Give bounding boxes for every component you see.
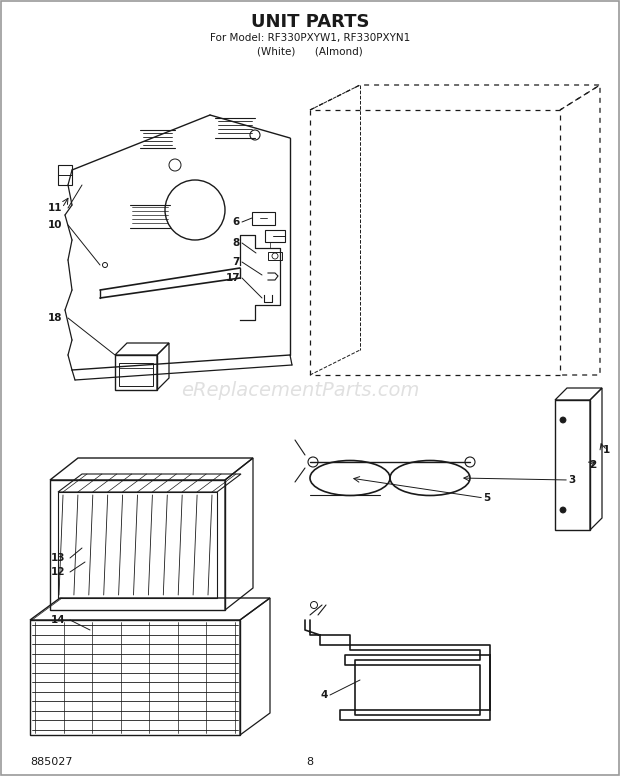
Text: UNIT PARTS: UNIT PARTS	[250, 13, 370, 31]
Text: 8: 8	[232, 238, 240, 248]
Circle shape	[560, 507, 566, 513]
Text: eReplacementParts.com: eReplacementParts.com	[181, 380, 419, 400]
Text: 1: 1	[603, 445, 610, 455]
Text: 6: 6	[232, 217, 240, 227]
Text: 12: 12	[50, 567, 65, 577]
Text: 4: 4	[321, 690, 328, 700]
Text: 18: 18	[48, 313, 62, 323]
Text: 13: 13	[50, 553, 65, 563]
Text: (White)      (Almond): (White) (Almond)	[257, 47, 363, 57]
Text: 11: 11	[48, 203, 62, 213]
Text: 10: 10	[48, 220, 62, 230]
Text: 885027: 885027	[30, 757, 73, 767]
Text: For Model: RF330PXYW1, RF330PXYN1: For Model: RF330PXYW1, RF330PXYN1	[210, 33, 410, 43]
Text: 14: 14	[50, 615, 65, 625]
Text: 17: 17	[226, 273, 240, 283]
Text: 2: 2	[589, 460, 596, 470]
Circle shape	[560, 417, 566, 423]
Text: 7: 7	[232, 257, 240, 267]
Text: 5: 5	[483, 493, 490, 503]
Text: 8: 8	[306, 757, 314, 767]
Text: 3: 3	[569, 475, 576, 485]
